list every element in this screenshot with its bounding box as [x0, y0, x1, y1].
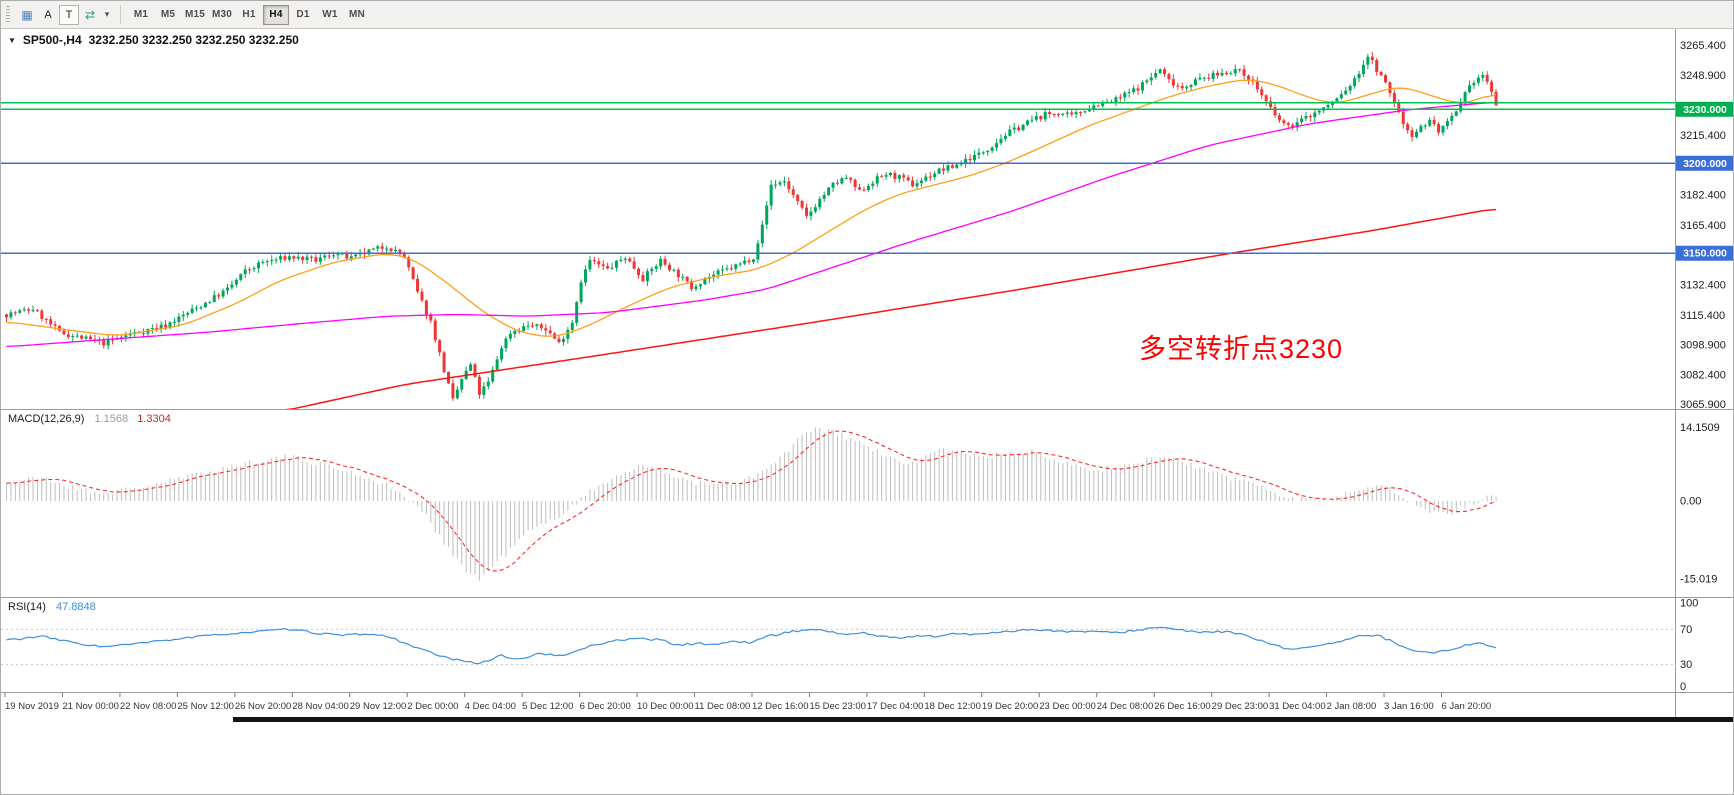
time-label: 23 Dec 00:00 — [1039, 701, 1096, 712]
svg-text:100: 100 — [1680, 598, 1698, 610]
svg-text:3115.400: 3115.400 — [1680, 310, 1725, 322]
svg-text:3132.400: 3132.400 — [1680, 279, 1726, 291]
horizontal-scrollbar[interactable] — [233, 717, 1733, 722]
time-label: 5 Dec 12:00 — [522, 701, 573, 712]
svg-text:3182.400: 3182.400 — [1680, 189, 1726, 201]
timeframe-h4[interactable]: H4 — [263, 4, 289, 25]
svg-text:3065.900: 3065.900 — [1680, 399, 1726, 411]
text-tool-button[interactable]: T — [59, 4, 79, 25]
time-label: 19 Nov 2019 — [5, 701, 59, 712]
time-label: 24 Dec 08:00 — [1097, 701, 1154, 712]
time-label: 3 Jan 16:00 — [1384, 701, 1434, 712]
svg-text:3265.400: 3265.400 — [1680, 40, 1726, 52]
svg-text:3215.400: 3215.400 — [1680, 130, 1726, 142]
timeframe-h1[interactable]: H1 — [236, 5, 262, 25]
timeframe-w1[interactable]: W1 — [317, 5, 343, 25]
svg-text:30: 30 — [1680, 659, 1692, 671]
time-label: 2 Dec 00:00 — [407, 701, 458, 712]
svg-text:3082.400: 3082.400 — [1680, 369, 1726, 381]
timeframe-d1[interactable]: D1 — [290, 5, 316, 25]
time-label: 21 Nov 00:00 — [62, 701, 119, 712]
svg-text:3200.000: 3200.000 — [1683, 158, 1727, 170]
chart-type-icon[interactable]: ▦ — [17, 5, 37, 25]
time-label: 2 Jan 08:00 — [1327, 701, 1377, 712]
time-label: 4 Dec 04:00 — [465, 701, 516, 712]
svg-text:0: 0 — [1680, 681, 1686, 693]
toolbar: ▦ A T ⇄ ▾ M1 M5 M15 M30 H1 H4 D1 W1 MN — [1, 1, 1733, 29]
timeframe-mn[interactable]: MN — [344, 5, 370, 25]
time-label: 26 Nov 20:00 — [235, 701, 292, 712]
svg-text:70: 70 — [1680, 624, 1692, 636]
rsi-line — [6, 626, 1497, 665]
svg-text:3248.900: 3248.900 — [1680, 70, 1726, 82]
price-badge — [1676, 245, 1733, 261]
dropdown-caret-icon[interactable]: ▾ — [101, 5, 113, 25]
cycle-arrows-icon[interactable]: ⇄ — [80, 5, 100, 25]
time-label: 17 Dec 04:00 — [867, 701, 924, 712]
svg-text:3230.000: 3230.000 — [1683, 104, 1727, 116]
svg-text:3098.900: 3098.900 — [1680, 340, 1726, 352]
timeframe-m15[interactable]: M15 — [182, 5, 208, 25]
time-label: 6 Jan 20:00 — [1442, 701, 1492, 712]
time-label: 15 Dec 23:00 — [809, 701, 866, 712]
time-label: 22 Nov 08:00 — [120, 701, 177, 712]
timeframe-m1[interactable]: M1 — [128, 5, 154, 25]
ma-mid-line — [6, 101, 1497, 347]
macd-histogram — [6, 427, 1497, 581]
timeframe-m30[interactable]: M30 — [209, 5, 235, 25]
svg-text:3165.400: 3165.400 — [1680, 220, 1726, 232]
time-label: 10 Dec 00:00 — [637, 701, 694, 712]
toolbar-grip[interactable] — [6, 5, 10, 24]
svg-text:14.1509: 14.1509 — [1680, 422, 1720, 434]
time-label: 11 Dec 08:00 — [695, 701, 751, 712]
time-label: 19 Dec 20:00 — [982, 701, 1039, 712]
ma-fast-line — [6, 79, 1497, 337]
arrow-tool-button[interactable]: A — [38, 5, 58, 25]
macd-signal-line — [6, 430, 1497, 572]
time-label: 31 Dec 04:00 — [1269, 701, 1326, 712]
price-badge — [1676, 101, 1733, 117]
timeframe-m5[interactable]: M5 — [155, 5, 181, 25]
time-label: 29 Nov 12:00 — [350, 701, 407, 712]
toolbar-separator — [120, 5, 121, 24]
ma-slow-line — [284, 208, 1497, 409]
collapse-icon[interactable]: ▼ — [8, 35, 16, 45]
price-badge — [1676, 155, 1733, 171]
time-label: 6 Dec 20:00 — [580, 701, 631, 712]
svg-text:3150.000: 3150.000 — [1683, 248, 1727, 260]
time-label: 25 Nov 12:00 — [177, 701, 234, 712]
time-label: 29 Dec 23:00 — [1212, 701, 1269, 712]
time-label: 28 Nov 04:00 — [292, 701, 349, 712]
time-label: 12 Dec 16:00 — [752, 701, 809, 712]
time-label: 18 Dec 12:00 — [924, 701, 981, 712]
svg-text:-15.019: -15.019 — [1680, 574, 1717, 586]
time-label: 26 Dec 16:00 — [1154, 701, 1211, 712]
svg-text:0.00: 0.00 — [1680, 496, 1701, 508]
